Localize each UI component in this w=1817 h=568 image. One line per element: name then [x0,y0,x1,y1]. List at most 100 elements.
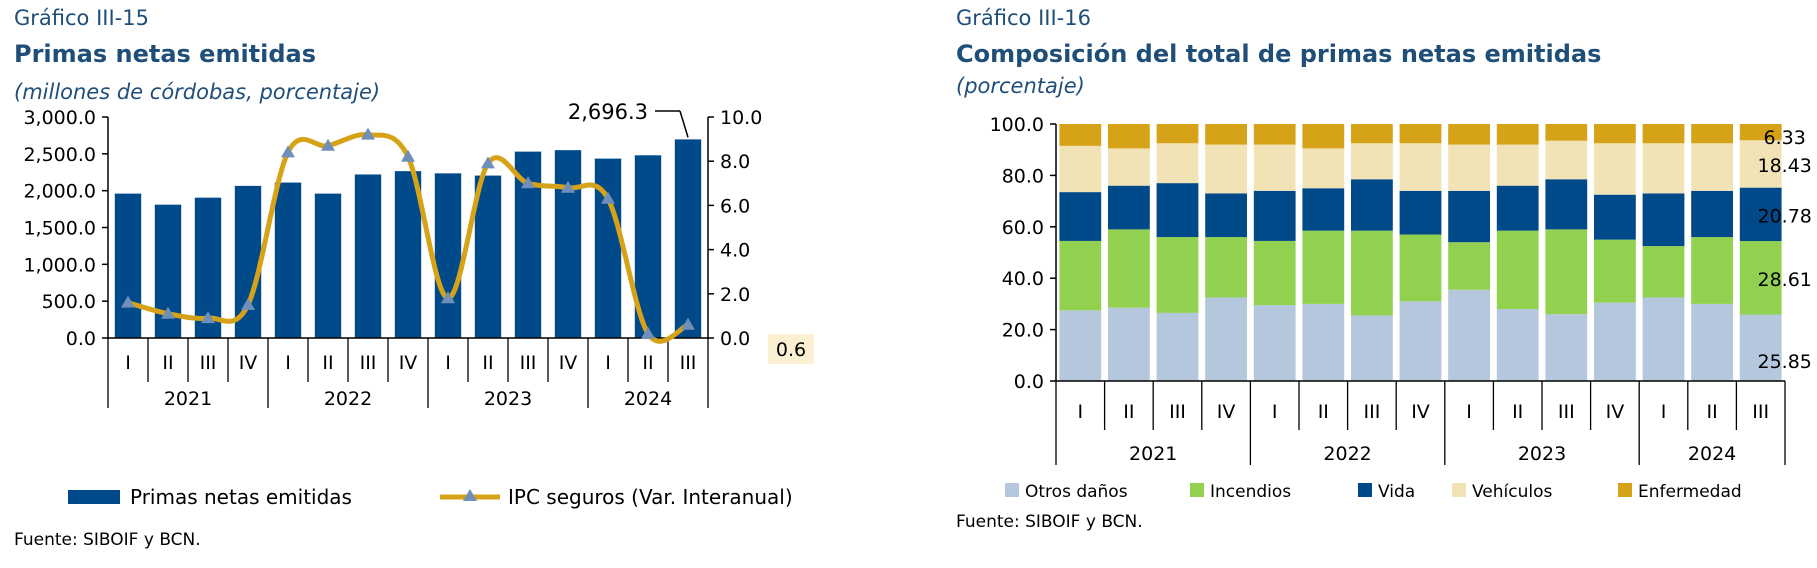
stack-segment [1253,240,1296,306]
bar [114,193,142,338]
stack-segment [1351,230,1393,316]
stack-segment [1351,315,1393,381]
stack-segment [1302,188,1345,231]
stack-segment [1448,190,1490,243]
legend-swatch [1358,483,1372,497]
legend-marker [463,489,477,501]
stack-segment [1059,124,1102,146]
stack-segment [1739,124,1782,141]
chart-panel-primas: Gráfico III-15 Primas netas emitidas (mi… [0,0,900,568]
quarter-label: I [1466,401,1472,423]
stack-segment [1545,179,1588,230]
stack-segment [1594,239,1636,303]
stack-segment [1448,289,1490,381]
stack-segment [1156,143,1199,184]
stack-segment [1594,302,1636,381]
stack-segment [1302,148,1345,189]
quarter-label: I [285,352,291,374]
quarter-label: III [1363,401,1380,423]
stack-segment [1302,124,1345,149]
stack-segment [1448,144,1490,191]
stack-segment [1108,229,1150,308]
quarter-label: IV [239,352,258,374]
y-left-tick-label: 3,000.0 [23,107,96,129]
bar [314,193,342,338]
quarter-label: III [360,352,377,374]
stack-segment [1108,148,1150,186]
quarter-label: I [1272,401,1278,423]
y-tick-label: 60.0 [1002,217,1044,239]
legend-swatch-bar [68,490,120,504]
stack-segment [1496,185,1539,231]
y-tick-label: 80.0 [1002,165,1044,187]
y-left-tick-label: 0.0 [66,328,96,350]
stack-segment [1691,143,1733,191]
annotation-last-bar: 2,696.3 [568,100,648,124]
quarter-label: II [162,352,173,374]
bar [674,139,702,338]
stack-segment [1545,124,1588,141]
quarter-label: IV [1217,401,1236,423]
quarter-label: I [1661,401,1667,423]
quarter-label: II [482,352,493,374]
stack-segment [1205,193,1247,238]
stack-segment [1691,190,1733,238]
year-label: 2021 [1129,443,1177,465]
stack-segment [1594,124,1636,144]
quarter-label: II [322,352,333,374]
value-label: 20.78 [1757,205,1811,227]
y-right-tick-label: 0.0 [720,328,750,350]
stack-segment [1642,297,1685,381]
stack-segment [1156,124,1199,144]
chart-panel-composicion: Gráfico III-16 Composición del total de … [950,0,1817,568]
chart-title: Composición del total de primas netas em… [956,40,1602,68]
quarter-label: III [200,352,217,374]
stack-segment [1594,194,1636,240]
stack-segment [1496,230,1539,310]
chart-subtitle: (millones de córdobas, porcentaje) [14,80,381,104]
ipc-marker [561,180,575,193]
legend-label: Vehículos [1472,482,1553,502]
bar [354,174,382,338]
ipc-marker [281,145,295,158]
ipc-marker [481,156,495,169]
stack-segment [1739,314,1782,381]
value-label: 6.33 [1764,127,1806,149]
stack-segment [1739,187,1782,242]
ipc-marker [361,127,375,140]
y-right-tick-label: 4.0 [720,240,750,262]
y-right-tick-label: 8.0 [720,151,750,173]
stack-segment [1108,185,1150,230]
quarter-label: IV [399,352,418,374]
stack-segment [1253,190,1296,241]
stack-segment [1739,241,1782,315]
ipc-marker [521,176,535,189]
y-left-tick-label: 1,500.0 [23,218,96,240]
stack-segment [1545,229,1588,315]
y-right-tick-label: 10.0 [720,107,762,129]
year-label: 2024 [1688,443,1736,465]
quarter-label: III [1558,401,1575,423]
stack-segment [1545,314,1588,381]
ipc-marker [441,291,455,304]
legend-swatch [1618,483,1632,497]
year-label: 2023 [1518,443,1566,465]
stack-segment [1059,310,1102,381]
composicion-chart-svg: 100.0 80.0 60.0 40.0 20.0 0.0 25.85 28.61 20.78 1… [990,114,1812,502]
stack-segment [1594,143,1636,195]
annotation-last-line: 0.6 [776,339,806,361]
bar [434,173,462,338]
ipc-marker [401,149,415,162]
quarter-label: I [1077,401,1083,423]
quarter-label: II [1123,401,1134,423]
legend-label: Primas netas emitidas [130,485,352,509]
ipc-marker [681,317,695,330]
stack-segment [1642,143,1685,194]
chart-title: Primas netas emitidas [14,40,317,68]
year-label: 2022 [324,388,372,410]
legend-swatch [1452,483,1466,497]
primas-chart-svg: 3,000.0 2,500.0 2,000.0 1,500.0 1,000.0 500.0… [23,100,814,509]
quarter-label: III [1752,401,1769,423]
quarter-label: II [1706,401,1717,423]
y-tick-label: 0.0 [1014,371,1044,393]
